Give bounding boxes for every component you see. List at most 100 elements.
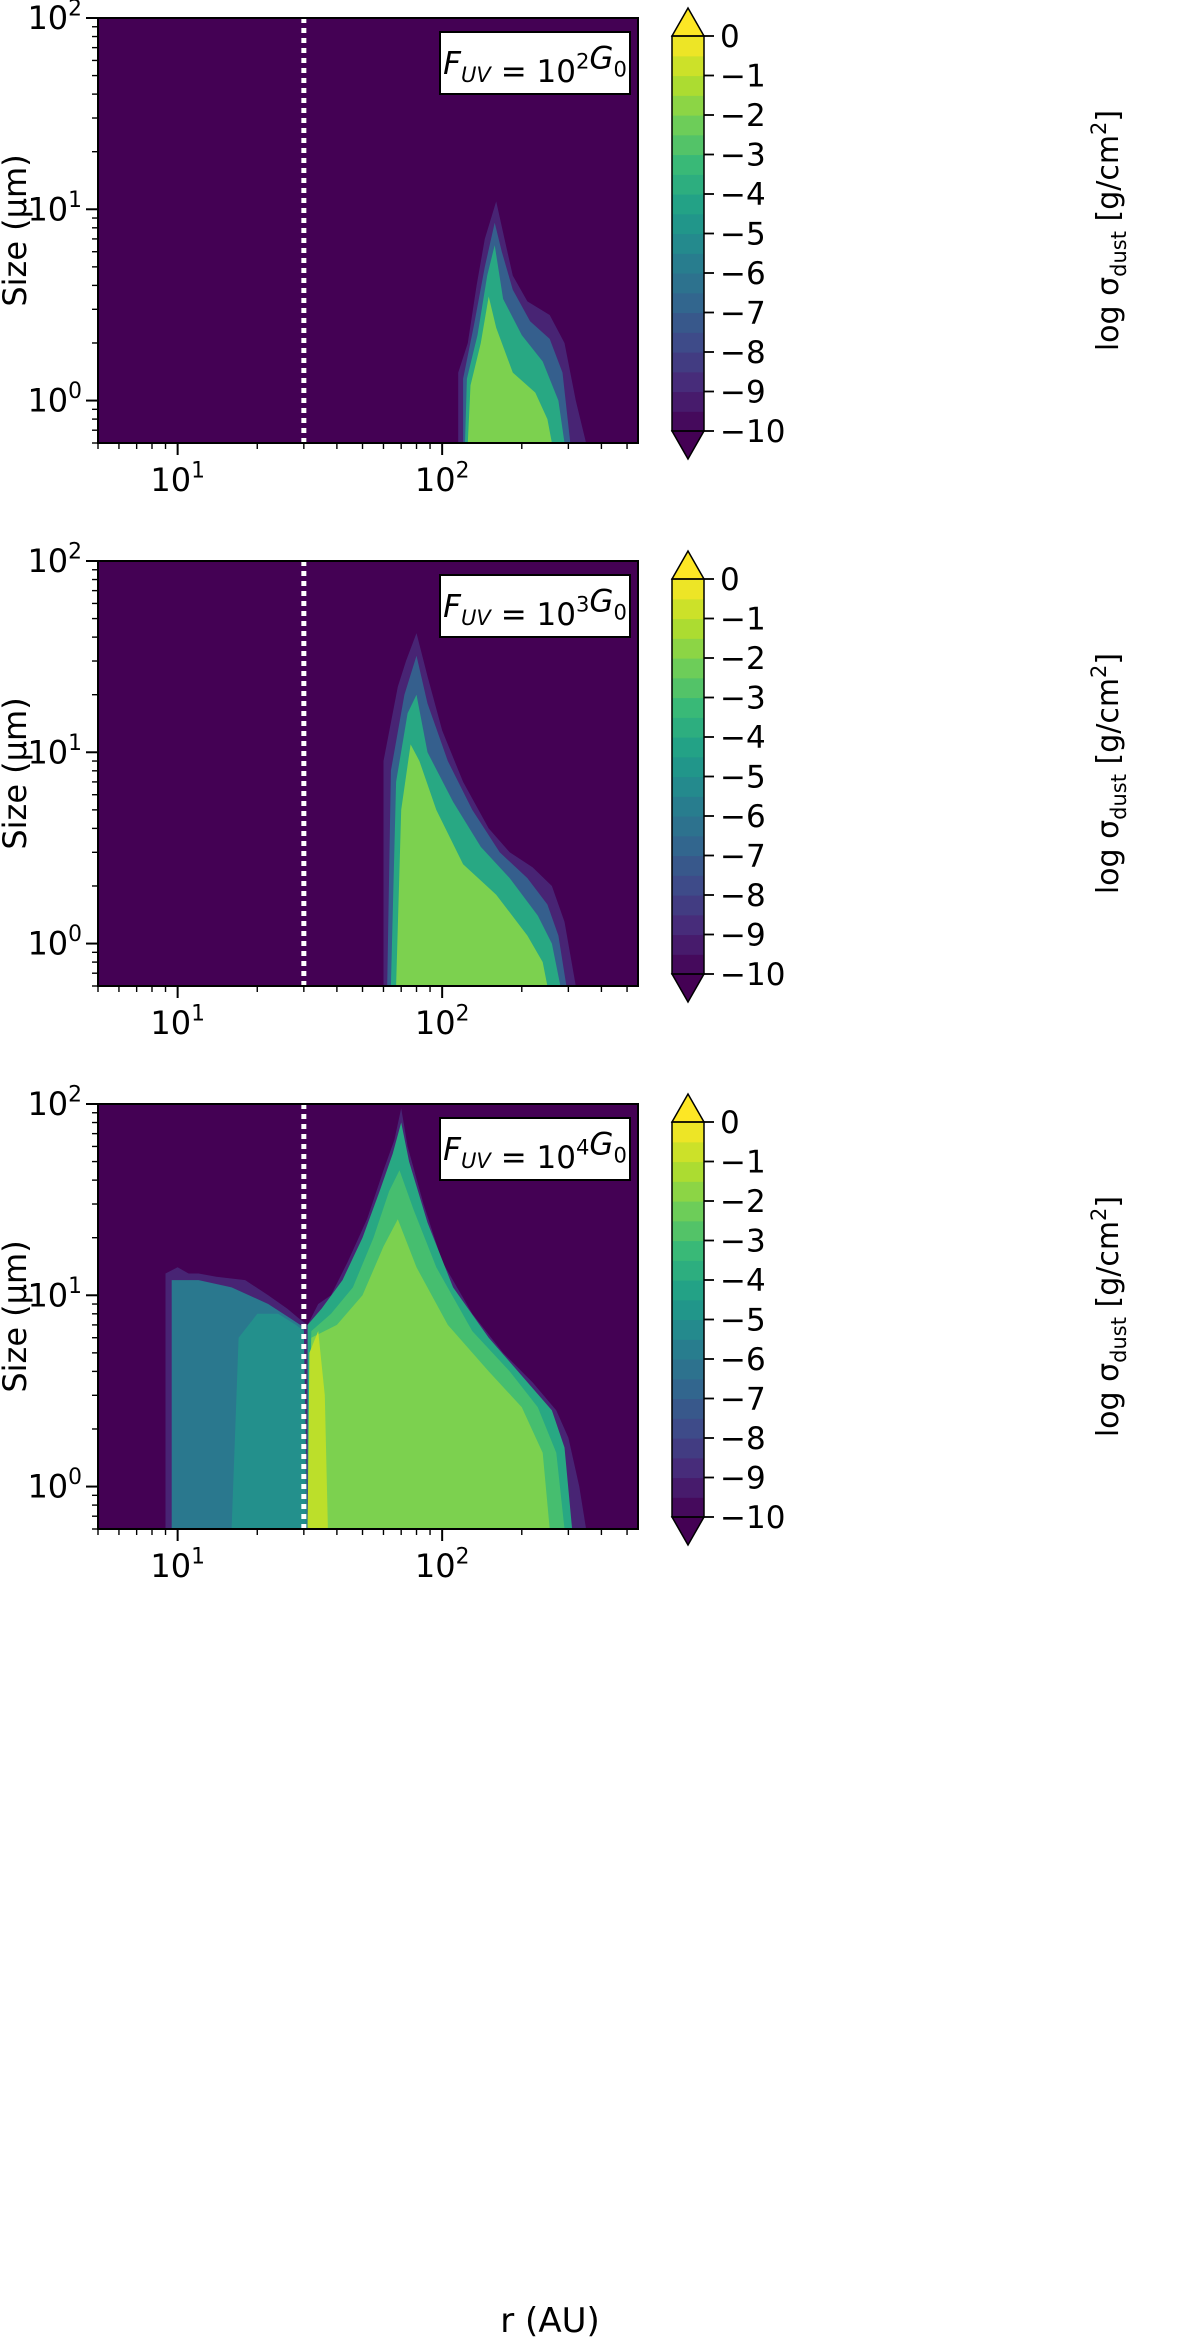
- colorbar-band: [672, 1220, 704, 1242]
- colorbar-band: [672, 618, 704, 639]
- colorbar-band: [672, 55, 704, 77]
- colorbar-tick-label: −3: [720, 138, 766, 174]
- colorbar-extend-min: [670, 973, 706, 1004]
- dust-distribution: [383, 633, 576, 986]
- colorbar-band: [672, 855, 704, 876]
- colorbar-band: [672, 95, 704, 116]
- colorbar-band: [672, 1339, 704, 1360]
- colorbar-extend-min: [670, 430, 706, 461]
- panel-bottom: 101 102 100 101 102 Size (μm) FUV = 104G0 0 −1−2…: [0, 1083, 1131, 1585]
- colorbar-band: [672, 1161, 704, 1182]
- colorbar-tick-label: 0: [720, 1105, 740, 1141]
- colorbar-band: [672, 658, 704, 679]
- colorbar-band: [672, 115, 704, 136]
- x-tick-label: 102: [415, 1545, 470, 1585]
- colorbar-tick-label: −2: [720, 1184, 766, 1220]
- panel-middle: 101 102 100 101 102 Size (μm) FUV = 103G0 0 −1−2…: [0, 540, 1131, 1042]
- colorbar-band: [672, 1457, 704, 1479]
- colorbar-tick-label: −1: [720, 1145, 766, 1181]
- x-tick-label: 101: [150, 1545, 205, 1585]
- colorbar-band: [672, 391, 704, 412]
- colorbar-tick-label: −1: [720, 602, 766, 638]
- flux-annotation-box: [439, 31, 631, 95]
- colorbar-band: [672, 598, 704, 620]
- colorbar-band: [672, 273, 704, 294]
- colorbar-extend-max: [670, 549, 706, 580]
- colorbar-band: [672, 1438, 704, 1459]
- colorbar-tick-label: −4: [720, 1263, 766, 1299]
- colorbar-band: [672, 1319, 704, 1340]
- colorbar-tick-label: −10: [720, 957, 785, 993]
- colorbar-band: [672, 1201, 704, 1222]
- colorbar-band: [672, 1141, 704, 1163]
- dust-contour-level: [396, 744, 548, 986]
- colorbar-band: [672, 1181, 704, 1202]
- colorbar-tick-label: −3: [720, 681, 766, 717]
- dust-distribution: [165, 1108, 587, 1529]
- colorbar-tick-label: −3: [720, 1224, 766, 1260]
- colorbar-band: [672, 134, 704, 156]
- colorbar-band: [672, 352, 704, 373]
- y-tick-label: 101: [27, 188, 82, 228]
- colorbar-band: [672, 36, 704, 57]
- colorbar-band: [672, 1122, 704, 1143]
- colorbar-band: [672, 1378, 704, 1400]
- colorbar-band: [672, 756, 704, 778]
- colorbar-band: [672, 213, 704, 235]
- colorbar-band: [672, 934, 704, 955]
- y-tick-label: 102: [27, 540, 82, 580]
- colorbar-band: [672, 194, 704, 215]
- colorbar-tick-label: −4: [720, 177, 766, 213]
- colorbar-label: log σdust [g/cm2]: [1087, 1196, 1131, 1437]
- colorbar-band: [672, 1240, 704, 1261]
- colorbar-tick-label: −7: [720, 1382, 766, 1418]
- colorbar-band: [672, 332, 704, 353]
- colorbar-tick-label: −1: [720, 59, 766, 95]
- colorbar-tick-label: −7: [720, 839, 766, 875]
- colorbar-tick-label: −6: [720, 256, 766, 292]
- colorbar-band: [672, 1299, 704, 1321]
- colorbar-band: [672, 371, 704, 393]
- colorbar-tick-label: −9: [720, 918, 766, 954]
- colorbar-band: [672, 1497, 704, 1518]
- flux-annotation-box: [439, 1117, 631, 1181]
- dust-contour-level: [231, 1313, 306, 1529]
- y-tick-label: 101: [27, 731, 82, 771]
- colorbar-tick-label: −4: [720, 720, 766, 756]
- flux-annotation-box: [439, 574, 631, 638]
- colorbar-tick-label: −5: [720, 760, 766, 796]
- colorbar-tick-label: 0: [720, 562, 740, 598]
- colorbar-band: [672, 638, 704, 659]
- colorbar-tick-label: −8: [720, 878, 766, 914]
- colorbar-tick-label: −8: [720, 1421, 766, 1457]
- y-tick-label: 102: [27, 0, 82, 37]
- colorbar-band: [672, 1477, 704, 1498]
- flux-annotation: FUV = 103G0: [443, 584, 627, 633]
- colorbar-band: [672, 954, 704, 975]
- colorbar-band: [672, 312, 704, 333]
- colorbar-band: [672, 796, 704, 817]
- colorbar-band: [672, 411, 704, 432]
- dust-contour-level: [467, 296, 552, 443]
- y-axis-label: Size (μm): [0, 1240, 34, 1392]
- colorbar-band: [672, 895, 704, 916]
- colorbar: 0 −1−2 −3−4 −5−6 −7−8 −9−10 log σdust [g/cm2]: [670, 1092, 1131, 1547]
- colorbar-tick-label: −5: [720, 217, 766, 253]
- colorbar-band: [672, 579, 704, 600]
- y-axis-label: Size (μm): [0, 154, 34, 306]
- colorbar: 0 −1−2 −3−4 −5−6 −7−8 −9−10 log σdust [g/cm2]: [670, 6, 1131, 461]
- colorbar-tick-label: 0: [720, 19, 740, 55]
- flux-annotation: FUV = 102G0: [443, 41, 627, 90]
- colorbar-band: [672, 697, 704, 718]
- colorbar: 0 −1−2 −3−4 −5−6 −7−8 −9−10 log σdust [g/cm2]: [670, 549, 1131, 1004]
- colorbar-band: [672, 816, 704, 837]
- colorbar-band: [672, 875, 704, 896]
- colorbar-extend-min: [670, 1516, 706, 1547]
- colorbar-band: [672, 835, 704, 857]
- colorbar-tick-label: −2: [720, 98, 766, 134]
- axes-frame: [97, 560, 639, 987]
- colorbar-band: [672, 1359, 704, 1380]
- colorbar-band: [672, 154, 704, 175]
- colorbar-tick-label: −10: [720, 414, 785, 450]
- axes-frame: [97, 17, 639, 444]
